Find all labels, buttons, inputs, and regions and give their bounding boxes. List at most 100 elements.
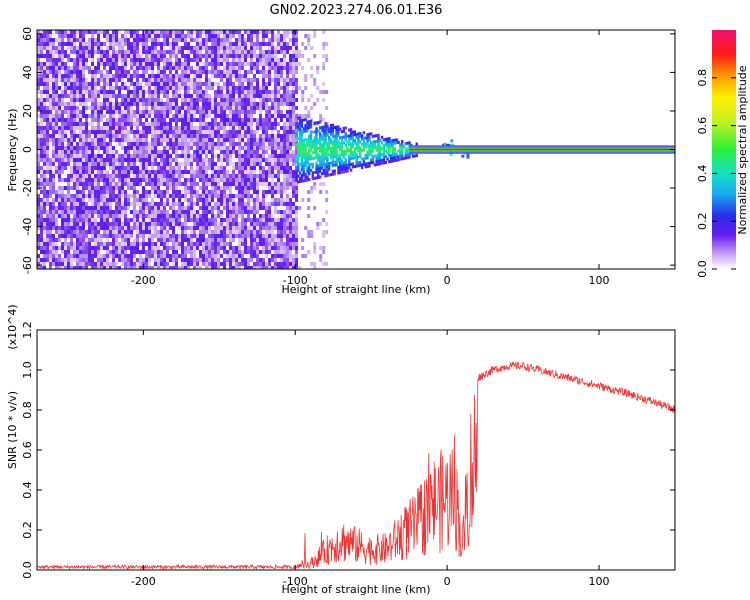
spectrogram-cell <box>265 98 268 102</box>
spectrogram-cell <box>304 173 307 176</box>
spectrogram-cell <box>268 118 271 122</box>
spectrogram-cell <box>169 98 172 102</box>
spectrogram-cell <box>274 266 277 269</box>
spectrogram-cell <box>220 186 223 190</box>
spectrogram-cell <box>64 122 67 126</box>
spectrogram-cell <box>115 106 118 110</box>
spectrogram-cell <box>205 174 208 178</box>
spectrogram-cell <box>151 218 154 222</box>
spectrogram-cell <box>64 206 67 210</box>
spectrogram-cell <box>205 90 208 94</box>
spectrogram-cell <box>202 98 205 102</box>
spectrogram-cell <box>109 78 112 82</box>
spectrogram-cell <box>283 162 286 166</box>
spectrogram-cell <box>271 174 274 178</box>
spectrogram-cell <box>313 130 316 134</box>
spectrogram-cell <box>115 78 118 82</box>
spectrogram-cell <box>178 210 181 214</box>
spectrogram-cell <box>133 210 136 214</box>
spectrogram-cell <box>187 142 190 146</box>
spectrogram-cell <box>37 214 40 218</box>
spectrogram-cell <box>46 138 49 142</box>
spectrogram-cell <box>268 66 271 70</box>
spectrogram-cell <box>277 170 280 174</box>
spectrogram-cell <box>289 210 292 214</box>
spectrogram-cell <box>55 118 58 122</box>
spectrogram-cell <box>250 154 253 158</box>
spectrogram-cell <box>196 138 199 142</box>
spectrogram-cell <box>82 110 85 114</box>
spectrogram-cell <box>238 178 241 182</box>
spectrogram-cell <box>172 86 175 90</box>
spectrogram-cell <box>253 46 256 50</box>
spectrogram-cell <box>148 174 151 178</box>
spectrogram-cell <box>325 90 329 94</box>
spectrogram-cell <box>295 166 298 170</box>
spectrogram-cell <box>118 102 121 106</box>
spectrogram-cell <box>55 246 58 250</box>
spectrogram-cell <box>226 206 229 210</box>
spectrogram-cell <box>196 266 199 269</box>
spectrogram-cell <box>133 150 136 154</box>
spectrogram-cell <box>205 38 208 42</box>
spectrogram-cell <box>97 190 100 194</box>
spectrogram-cell <box>226 50 229 54</box>
spectrogram-cell <box>304 46 308 50</box>
spectrogram-cell <box>187 234 190 238</box>
spectrogram-cell <box>130 50 133 54</box>
spectrogram-cell <box>223 70 226 74</box>
spectrogram-cell <box>223 74 226 78</box>
spectrogram-cell <box>193 178 196 182</box>
spectrogram-cell <box>289 82 292 86</box>
spectrogram-cell <box>118 222 121 226</box>
spectrogram-cell <box>109 110 112 114</box>
spectrogram-cell <box>40 198 43 202</box>
spectrogram-cell <box>67 242 70 246</box>
spectrogram-cell <box>297 163 300 167</box>
spectrogram-cell <box>97 186 100 190</box>
spectrogram-cell <box>160 142 163 146</box>
spectrogram-cell <box>241 158 244 162</box>
spectrogram-cell <box>274 38 277 42</box>
spectrogram-cell <box>82 62 85 66</box>
spectrogram-cell <box>112 198 115 202</box>
spectrogram-cell <box>217 130 220 134</box>
spectrogram-cell <box>322 148 325 152</box>
spectrogram-cell <box>169 46 172 50</box>
spectrogram-cell <box>103 242 106 246</box>
spectrogram-cell <box>79 174 82 178</box>
spectrogram-cell <box>121 246 124 250</box>
spectrogram-cell <box>88 138 91 142</box>
spectrogram-cell <box>157 58 160 62</box>
spectrogram-cell <box>286 182 289 186</box>
spectrogram-cell <box>151 70 154 74</box>
spectrogram-cell <box>94 254 97 258</box>
spectrogram-cell <box>175 246 178 250</box>
spectrogram-cell <box>40 222 43 226</box>
spectrogram-cell <box>172 218 175 222</box>
spectrogram-cell <box>52 246 55 250</box>
spectrogram-cell <box>223 138 226 142</box>
spectrogram-cell <box>295 62 299 66</box>
spectrogram-cell <box>211 150 214 154</box>
spectrogram-cell <box>268 46 271 50</box>
spectrogram-cell <box>94 246 97 250</box>
spectrogram-cell <box>313 242 317 246</box>
spectrogram-cell <box>124 102 127 106</box>
spectrogram-cell <box>139 154 142 158</box>
spectrogram-cell <box>70 130 73 134</box>
spectrogram-cell <box>124 182 127 186</box>
spectrogram-cell <box>268 42 271 46</box>
spectrogram-cell <box>295 146 298 150</box>
spectrogram-cell <box>169 102 172 106</box>
spectrogram-cell <box>309 122 313 126</box>
spectrogram-cell <box>94 162 97 166</box>
spectrogram-cell <box>320 157 324 161</box>
spectrogram-cell <box>139 150 142 154</box>
spectrogram-cell <box>223 154 226 158</box>
spectrogram-cell <box>241 230 244 234</box>
spectrogram-cell <box>115 182 118 186</box>
spectrogram-cell <box>142 158 145 162</box>
spectrogram-cell <box>142 74 145 78</box>
spectrogram-cell <box>61 110 64 114</box>
